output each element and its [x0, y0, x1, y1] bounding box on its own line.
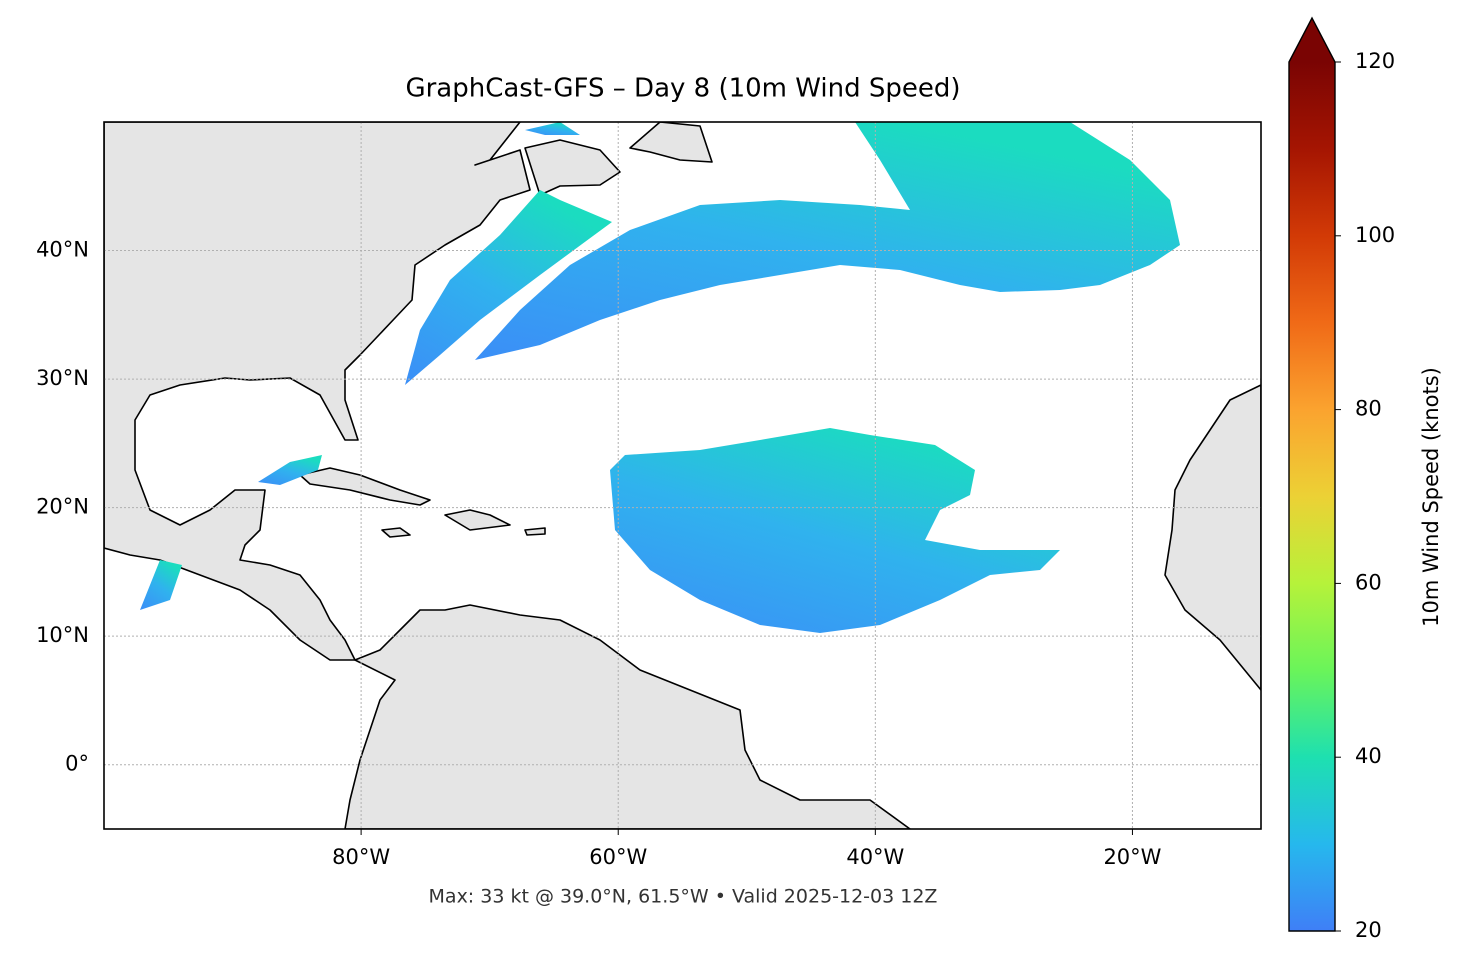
hispaniola	[444, 509, 511, 531]
wind-field	[475, 122, 1180, 360]
x-tick-label: 60°W	[589, 845, 647, 869]
wind-field	[525, 122, 580, 135]
y-tick-label: 40°N	[36, 238, 89, 262]
newfoundland	[629, 122, 713, 163]
y-tick-label: 30°N	[36, 366, 89, 390]
x-tick-label: 80°W	[332, 845, 390, 869]
map	[104, 122, 1261, 829]
south-america	[344, 604, 911, 829]
colorbar-scale	[1289, 62, 1335, 931]
colorbar: 20 40 60 80 100 120	[1288, 16, 1395, 942]
chart-title: GraphCast-GFS – Day 8 (10m Wind Speed)	[405, 74, 960, 104]
x-tick-label: 40°W	[846, 845, 904, 869]
cuba	[299, 467, 431, 506]
colorbar-frame	[1288, 16, 1336, 932]
colorbar-tick-label: 20	[1355, 918, 1382, 942]
wind-field	[140, 560, 182, 610]
colorbar-extend	[1289, 18, 1335, 62]
colorbar-tick-label: 40	[1355, 744, 1382, 768]
colorbar-tick-label: 60	[1355, 570, 1382, 594]
africa	[1164, 384, 1261, 691]
wind-field	[610, 428, 1060, 633]
colorbar-tick-label: 100	[1355, 223, 1395, 247]
wind-field	[405, 190, 612, 385]
x-tick-label: 20°W	[1103, 845, 1161, 869]
wind-field	[258, 455, 322, 485]
colorbar-tick-label: 80	[1355, 397, 1382, 421]
caption: Max: 33 kt @ 39.0°N, 61.5°W • Valid 2025…	[429, 886, 938, 908]
north-america	[104, 122, 531, 661]
colorbar-tick-label: 120	[1355, 49, 1395, 73]
plot-frame	[103, 121, 1262, 830]
canada-maritimes	[524, 139, 621, 196]
jamaica	[381, 527, 411, 538]
y-tick-label: 10°N	[36, 623, 89, 647]
y-tick-label: 0°	[65, 752, 89, 776]
y-tick-label: 20°N	[36, 495, 89, 519]
puerto-rico	[524, 527, 546, 536]
colorbar-label: 10m Wind Speed (knots)	[1419, 367, 1443, 627]
